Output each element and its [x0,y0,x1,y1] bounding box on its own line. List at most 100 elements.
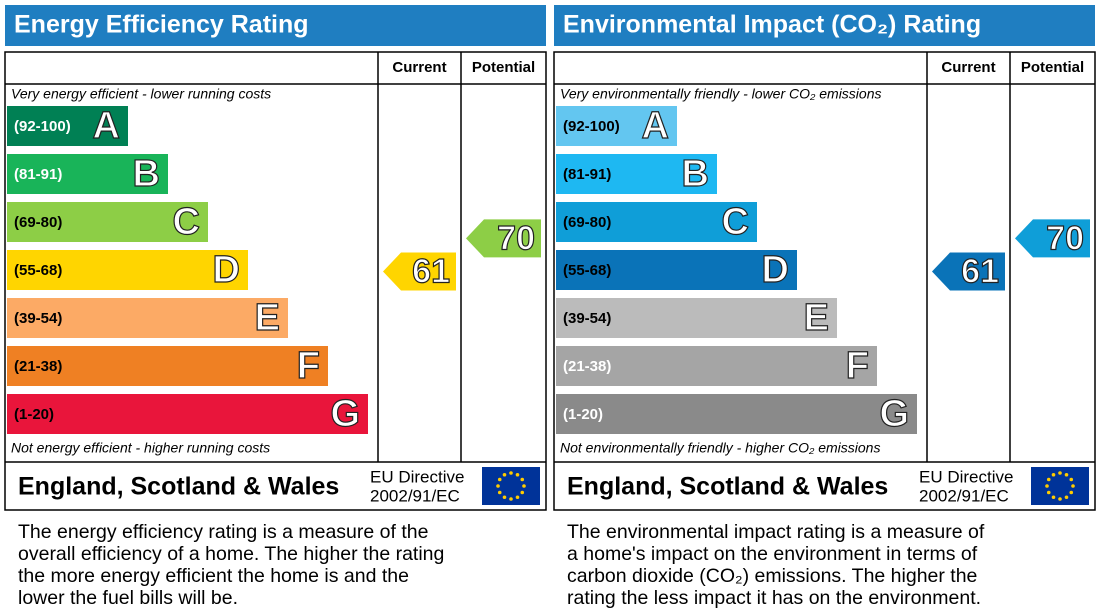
flag-star [1071,484,1075,488]
panel-title: Environmental Impact (CO₂) Rating [563,11,981,39]
band-letter: C [173,201,200,243]
band-letter: E [804,297,829,339]
flag-star [1046,490,1051,495]
band-range: (21-38) [563,358,611,375]
footer-directive: EU Directive [919,467,1013,486]
flag-star [502,472,507,477]
band-range: (92-100) [14,118,71,135]
rating-band [556,106,677,146]
band-range: (92-100) [563,118,620,135]
band-letter: A [93,105,120,147]
flag-star [497,477,502,482]
flag-star [520,477,525,482]
flag-star [1045,484,1049,488]
band-letter: F [297,345,320,387]
flag-star [1058,471,1062,475]
flag-star [509,497,513,501]
footer-region: England, Scotland & Wales [18,473,339,501]
flag-star [509,471,513,475]
band-range: (69-80) [14,214,62,231]
flag-star [1064,495,1069,500]
band-range: (69-80) [563,214,611,231]
band-letter: B [682,153,709,195]
title-bar [5,5,546,46]
flag-star [1069,490,1074,495]
flag-star [1058,497,1062,501]
rating-pointer [466,219,541,258]
header-potential: Potential [1021,59,1084,76]
rating-band [7,346,328,386]
band-letter: B [133,153,160,195]
band-range: (1-20) [563,406,603,423]
band-range: (21-38) [14,358,62,375]
bottom-note: Not energy efficient - higher running co… [11,440,270,456]
rating-band [556,202,757,242]
flag-star [520,490,525,495]
rating-band [7,250,248,290]
flag-star [1051,472,1056,477]
description-line: The energy efficiency rating is a measur… [18,521,428,543]
band-letter: C [722,201,749,243]
rating-value: 70 [1046,219,1084,257]
flag-star [496,484,500,488]
band-range: (81-91) [563,166,611,183]
rating-pointer [1015,219,1090,258]
top-note: Very energy efficient - lower running co… [11,86,271,102]
rating-pointer [383,252,456,291]
header-current: Current [392,59,446,76]
rating-band [7,154,168,194]
rating-band [556,346,877,386]
band-letter: E [255,297,280,339]
flag-star [1069,477,1074,482]
flag-star [515,472,520,477]
description-line: a home's impact on the environment in te… [567,543,978,565]
flag-star [522,484,526,488]
rating-band [7,202,208,242]
rating-panel: Energy Efficiency Rating Current Potential… [4,5,547,609]
rating-band [7,298,288,338]
flag-star [497,490,502,495]
rating-band [7,106,128,146]
rating-band [556,154,717,194]
flag-star [1046,477,1051,482]
rating-band [556,298,837,338]
frame [4,51,547,511]
footer-code: 2002/91/EC [370,486,460,505]
band-range: (39-54) [14,310,62,327]
band-range: (39-54) [563,310,611,327]
rating-panel: Environmental Impact (CO₂) Rating Current… [553,5,1096,609]
flag-star [1051,495,1056,500]
description-line: carbon dioxide (CO₂) emissions. The high… [567,565,977,587]
bottom-note: Not environmentally friendly - higher CO… [560,440,880,456]
panel-title: Energy Efficiency Rating [14,11,309,39]
band-range: (1-20) [14,406,54,423]
rating-pointer [932,252,1005,291]
rating-value: 61 [412,253,450,291]
top-note: Very environmentally friendly - lower CO… [560,86,881,102]
header-current: Current [941,59,995,76]
band-letter: G [330,393,360,435]
band-letter: F [846,345,869,387]
description-line: The environmental impact rating is a mea… [567,521,985,543]
band-letter: A [642,105,669,147]
flag-star [1064,472,1069,477]
footer-code: 2002/91/EC [919,486,1009,505]
rating-band [556,250,797,290]
band-letter: D [213,249,240,291]
flag-star [502,495,507,500]
band-range: (81-91) [14,166,62,183]
flag-star [515,495,520,500]
title-bar [554,5,1095,46]
rating-value: 70 [497,219,535,257]
rating-value: 61 [961,253,999,291]
rating-band [7,394,368,434]
band-letter: G [879,393,909,435]
description-line: lower the fuel bills will be. [18,587,238,609]
description-line: the more energy efficient the home is an… [18,565,409,587]
header-potential: Potential [472,59,535,76]
band-range: (55-68) [14,262,62,279]
description-line: rating the less impact it has on the env… [567,587,981,609]
footer-region: England, Scotland & Wales [567,473,888,501]
footer-directive: EU Directive [370,467,464,486]
